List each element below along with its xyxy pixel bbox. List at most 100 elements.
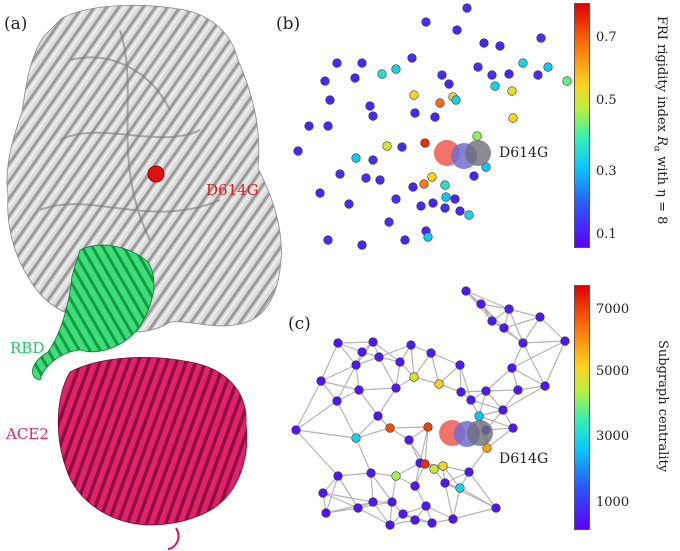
rigidity-point — [440, 203, 450, 213]
network-node — [491, 503, 501, 513]
rigidity-point — [382, 141, 392, 151]
network-edge — [295, 429, 339, 477]
rigidity-point — [332, 58, 342, 68]
network-edge — [377, 387, 397, 417]
rigidity-point — [323, 235, 333, 245]
network-edge — [511, 367, 546, 387]
network-node — [504, 304, 514, 314]
protein-structure-illustration — [6, 4, 282, 550]
network-edge — [358, 387, 397, 391]
network-edge — [413, 352, 432, 378]
network-edge — [410, 344, 415, 378]
network-node — [357, 347, 367, 357]
network-node — [354, 385, 364, 395]
colorbar-fri-tick: 0.5 — [596, 93, 617, 108]
colorbar-centrality-tick: 3000 — [596, 429, 630, 444]
rbd-shape — [32, 244, 155, 381]
rigidity-point — [536, 33, 546, 43]
colorbar-fri-tick: 0.7 — [596, 30, 617, 45]
rigidity-point — [344, 199, 354, 209]
network-edge — [320, 380, 360, 391]
rigidity-point — [304, 121, 314, 131]
network-edge — [468, 447, 488, 473]
network-node — [427, 518, 437, 528]
network-edge — [336, 364, 357, 402]
rigidity-point — [473, 62, 483, 72]
network-node — [318, 488, 328, 498]
network-edge — [378, 344, 412, 358]
network-node — [438, 461, 448, 471]
network-edge — [452, 487, 461, 520]
rigidity-point — [419, 179, 429, 189]
colorbar-fri-tick: 0.1 — [596, 227, 617, 242]
rigidity-point — [408, 182, 418, 192]
rigidity-point — [444, 79, 454, 89]
rigidity-point — [440, 180, 450, 190]
rigidity-point — [437, 70, 447, 80]
d614g-highlight-blob — [467, 420, 493, 446]
network-edge — [478, 415, 514, 429]
network-node — [374, 352, 384, 362]
rigidity-point — [479, 38, 489, 48]
network-node — [507, 363, 517, 373]
rigidity-point — [421, 17, 431, 27]
network-node — [518, 338, 528, 348]
colorbar-fri-tick: 0.3 — [596, 164, 617, 179]
network-edge — [320, 342, 339, 382]
network-edge — [465, 290, 510, 310]
rigidity-point — [495, 41, 505, 51]
rigidity-point — [562, 76, 572, 86]
network-node — [321, 508, 331, 518]
rigidity-point — [323, 121, 333, 131]
network-edge — [370, 472, 393, 503]
rigidity-point — [430, 112, 440, 122]
rigidity-point — [315, 188, 325, 198]
rigidity-point — [391, 194, 401, 204]
network-node — [410, 481, 420, 491]
rigidity-point — [452, 25, 462, 35]
mutation-site-marker — [147, 165, 165, 183]
rigidity-point — [462, 3, 472, 13]
network-edge — [322, 492, 359, 509]
network-node — [316, 376, 326, 386]
rigidity-point — [533, 70, 543, 80]
rigidity-point — [490, 81, 500, 91]
network-edge — [357, 507, 391, 526]
rigidity-point — [320, 76, 330, 86]
network-edge — [389, 426, 429, 429]
network-edge — [452, 507, 497, 520]
network-edge — [325, 501, 374, 514]
spike-protein-shape — [6, 4, 282, 333]
d614g-highlight-blob — [465, 140, 491, 166]
network-node — [332, 396, 342, 406]
network-edge — [336, 400, 357, 439]
network-node — [429, 464, 439, 474]
ace2-shape — [57, 357, 248, 526]
network-edge — [337, 472, 372, 477]
rigidity-point — [428, 198, 438, 208]
rigidity-point — [518, 58, 528, 68]
rigidity-point — [450, 194, 460, 204]
rigidity-point — [543, 62, 553, 72]
network-node — [333, 471, 343, 481]
network-node — [461, 286, 471, 296]
network-edge — [337, 342, 357, 366]
network-edge — [372, 341, 401, 363]
network-edge — [358, 389, 379, 417]
network-node — [353, 503, 363, 513]
rigidity-point — [350, 73, 360, 83]
fri-scatter-plot — [293, 3, 572, 250]
rigidity-point — [441, 192, 451, 202]
network-node — [540, 381, 550, 391]
rigidity-point — [504, 69, 514, 79]
rigidity-point — [397, 142, 407, 152]
network-node — [368, 337, 378, 347]
colorbar-centrality — [574, 285, 590, 530]
network-edge — [425, 505, 454, 520]
network-node — [481, 386, 491, 396]
panel-c-annotation: D614G — [499, 451, 549, 467]
network-edge — [502, 385, 546, 411]
network-edge — [430, 352, 440, 385]
rigidity-point — [451, 95, 461, 105]
network-node — [391, 471, 401, 481]
